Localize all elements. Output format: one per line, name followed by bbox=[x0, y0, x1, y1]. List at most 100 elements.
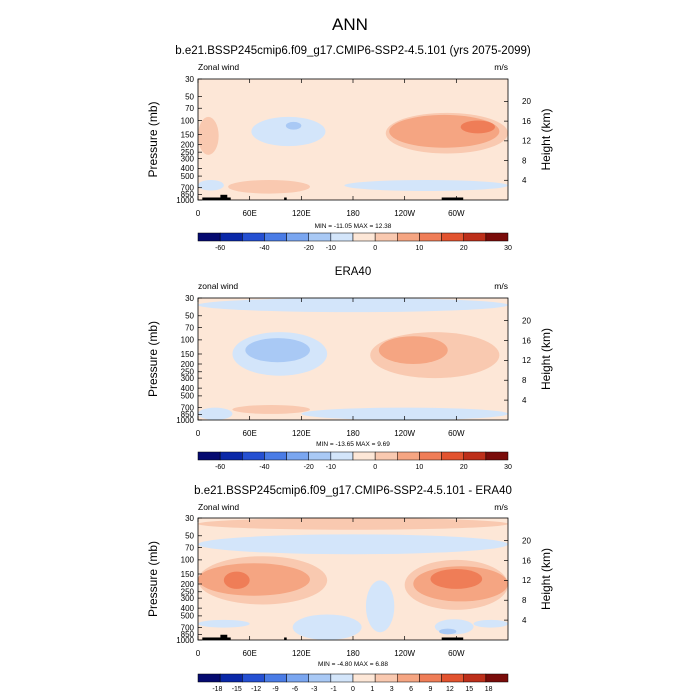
y-tick-label: 30 bbox=[185, 294, 194, 303]
colorbar-swatch bbox=[308, 673, 332, 683]
colorbar-label: -10 bbox=[326, 464, 336, 471]
contour-region bbox=[198, 619, 250, 628]
colorbar-swatch bbox=[463, 451, 487, 461]
colorbar-swatch bbox=[308, 451, 332, 461]
colorbar-label: 0 bbox=[373, 464, 377, 471]
panel-left-label: Zonal wind bbox=[198, 62, 239, 72]
x-tick-label: 120E bbox=[292, 209, 311, 218]
colorbar-swatch bbox=[330, 232, 354, 242]
chart-panel-3: b.e21.BSSP245cmip6.f09_g17.CMIP6-SSP2-4.… bbox=[146, 485, 553, 693]
x-tick-label: 0 bbox=[196, 649, 201, 658]
y2-tick-label: 16 bbox=[522, 117, 531, 126]
x-tick-label: 60E bbox=[243, 649, 257, 658]
contour-region bbox=[232, 405, 310, 414]
y-tick-label: 70 bbox=[185, 323, 194, 332]
colorbar-label: 0 bbox=[351, 686, 355, 693]
x-tick-label: 120W bbox=[394, 209, 415, 218]
y2-tick-label: 20 bbox=[522, 536, 531, 545]
y2-tick-label: 12 bbox=[522, 576, 531, 585]
contour-region bbox=[198, 563, 310, 596]
y2-tick-label: 16 bbox=[522, 336, 531, 345]
colorbar-swatch bbox=[264, 451, 287, 461]
y2-tick-label: 12 bbox=[522, 137, 531, 146]
y-tick-label: 50 bbox=[185, 92, 194, 101]
x-tick-label: 60E bbox=[243, 209, 257, 218]
y-tick-label: 1000 bbox=[176, 196, 194, 205]
y2-tick-label: 8 bbox=[522, 156, 527, 165]
colorbar-label: 9 bbox=[429, 686, 433, 693]
plot-area bbox=[198, 79, 508, 200]
colorbar-swatch bbox=[352, 451, 376, 461]
colorbar-label: 18 bbox=[485, 686, 493, 693]
y2-tick-label: 4 bbox=[522, 616, 527, 625]
topography-mask bbox=[220, 194, 228, 200]
colorbar-label: 0 bbox=[373, 245, 377, 252]
colorbar-swatch bbox=[264, 232, 287, 242]
y-axis-label: Pressure (mb) bbox=[146, 101, 160, 177]
y-tick-label: 1000 bbox=[176, 416, 194, 425]
contour-region bbox=[223, 571, 250, 589]
y-tick-label: 250 bbox=[181, 588, 195, 597]
colorbar-swatch bbox=[441, 232, 464, 242]
y-tick-label: 700 bbox=[181, 403, 195, 412]
contour-region bbox=[473, 619, 508, 628]
y-tick-label: 300 bbox=[181, 374, 195, 383]
colorbar-swatch bbox=[286, 232, 309, 242]
y2-tick-label: 20 bbox=[522, 97, 531, 106]
y-axis-label: Pressure (mb) bbox=[146, 541, 160, 617]
y2-tick-label: 4 bbox=[522, 176, 527, 185]
panel-units-label: m/s bbox=[494, 62, 508, 72]
colorbar-label: 3 bbox=[390, 686, 394, 693]
y-tick-label: 150 bbox=[181, 350, 195, 359]
colorbar-swatch bbox=[485, 232, 509, 242]
contour-region bbox=[198, 518, 508, 530]
panel-left-label: zonal wind bbox=[198, 281, 238, 291]
x-tick-label: 180 bbox=[346, 649, 360, 658]
colorbar-label: -3 bbox=[311, 686, 317, 693]
colorbar-swatch bbox=[330, 451, 354, 461]
colorbar-label: -1 bbox=[331, 686, 337, 693]
y2-tick-label: 8 bbox=[522, 376, 527, 385]
y-tick-label: 100 bbox=[181, 336, 195, 345]
y-tick-label: 70 bbox=[185, 543, 194, 552]
colorbar-swatch bbox=[242, 232, 265, 242]
colorbar-label: -40 bbox=[259, 464, 269, 471]
y-tick-label: 500 bbox=[181, 392, 195, 401]
y2-axis-label: Height (km) bbox=[539, 548, 553, 610]
y2-axis-label: Height (km) bbox=[539, 328, 553, 390]
colorbar-label: 12 bbox=[446, 686, 454, 693]
colorbar-swatch bbox=[197, 232, 221, 242]
panel-left-label: Zonal wind bbox=[198, 502, 239, 512]
colorbar-label: 1 bbox=[370, 686, 374, 693]
contour-region bbox=[198, 534, 508, 555]
y-tick-label: 400 bbox=[181, 604, 195, 613]
colorbar-label: -20 bbox=[304, 464, 314, 471]
panel-title: ERA40 bbox=[335, 266, 371, 278]
y-tick-label: 250 bbox=[181, 148, 195, 157]
y-tick-label: 700 bbox=[181, 623, 195, 632]
y-tick-label: 700 bbox=[181, 183, 195, 192]
y-tick-label: 850 bbox=[181, 190, 195, 199]
colorbar-swatch bbox=[485, 673, 509, 683]
figure-title: ANN bbox=[332, 15, 368, 34]
colorbar-swatch bbox=[463, 673, 487, 683]
y2-tick-label: 16 bbox=[522, 556, 531, 565]
colorbar-label: 6 bbox=[409, 686, 413, 693]
y-tick-label: 500 bbox=[181, 612, 195, 621]
panel-title: b.e21.BSSP245cmip6.f09_g17.CMIP6-SSP2-4.… bbox=[194, 485, 512, 497]
y-tick-label: 200 bbox=[181, 140, 195, 149]
colorbar-swatch bbox=[352, 232, 376, 242]
colorbar-swatch bbox=[374, 673, 398, 683]
contour-region bbox=[292, 614, 362, 640]
y-tick-label: 250 bbox=[181, 368, 195, 377]
colorbar-swatch bbox=[219, 673, 243, 683]
y2-axis-label: Height (km) bbox=[539, 108, 553, 170]
y-tick-label: 50 bbox=[185, 312, 194, 321]
colorbar-label: -9 bbox=[272, 686, 278, 693]
y-tick-label: 400 bbox=[181, 164, 195, 173]
colorbar-swatch bbox=[419, 451, 442, 461]
contour-region bbox=[344, 179, 508, 191]
min-max-label: MIN = -13.65 MAX = 9.69 bbox=[316, 441, 390, 448]
